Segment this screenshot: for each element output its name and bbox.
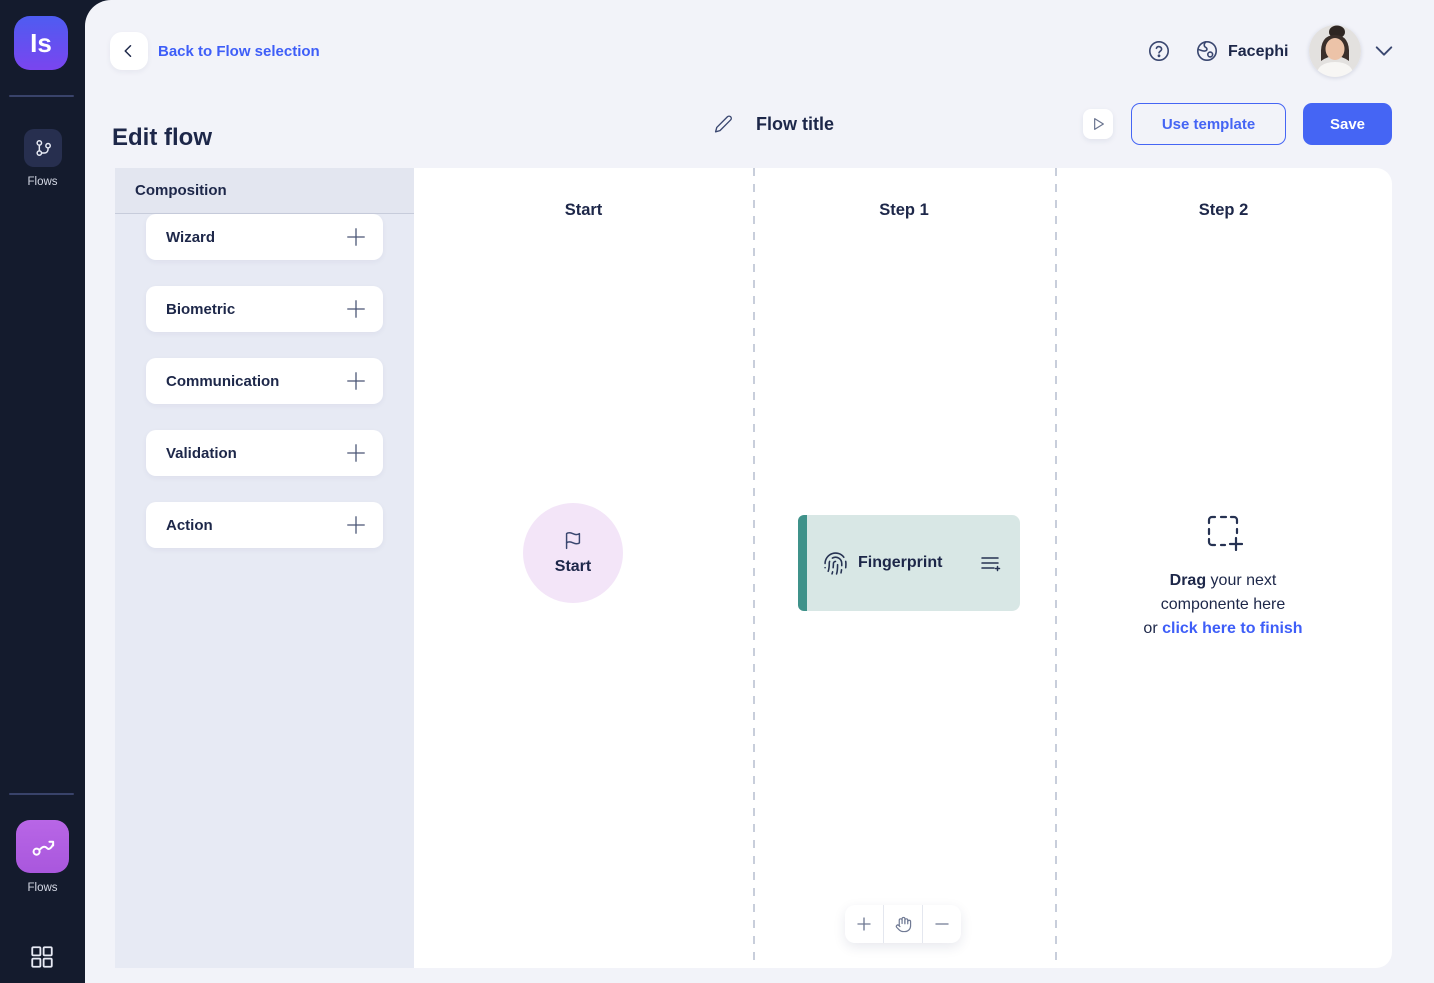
column-header-step2: Step 2	[1198, 201, 1249, 219]
play-button[interactable]	[1083, 109, 1113, 139]
column-header-start: Start	[564, 201, 603, 219]
plus-icon[interactable]	[345, 226, 367, 248]
sidebar: Is Flows	[0, 0, 85, 983]
zoom-out-icon	[935, 923, 949, 925]
plus-icon[interactable]	[345, 370, 367, 392]
account-caret-icon[interactable]	[1373, 42, 1395, 60]
flow-canvas[interactable]: Start Step 1 Step 2 Start	[414, 168, 1392, 968]
column-separator	[1055, 168, 1057, 968]
help-icon[interactable]	[1147, 39, 1171, 63]
pan-hand-icon	[895, 916, 911, 932]
play-icon	[1094, 118, 1104, 130]
flow-title[interactable]: Flow title	[756, 114, 834, 134]
user-avatar[interactable]	[1309, 25, 1361, 77]
node-accent-strip	[798, 515, 807, 611]
drop-target-icon	[1207, 515, 1243, 551]
sidebar-item-label: Flows	[27, 882, 58, 894]
sidebar-divider-bottom	[9, 793, 74, 795]
drop-instructions: Drag your next componente here or click …	[1143, 572, 1303, 637]
back-to-flow-selection-link[interactable]: Back to Flow selection	[158, 43, 320, 60]
plus-icon[interactable]	[345, 514, 367, 536]
edit-pencil-icon[interactable]	[714, 114, 733, 133]
save-button[interactable]: Save	[1303, 103, 1392, 145]
sidebar-item-flows[interactable]: Flows	[0, 129, 85, 188]
start-node[interactable]: Start	[523, 503, 623, 603]
zoom-in-icon	[857, 917, 871, 931]
drag-word: Drag	[1169, 572, 1207, 589]
composition-group-biometric[interactable]: Biometric	[146, 286, 383, 332]
fingerprint-node-label: Fingerprint	[858, 554, 943, 571]
start-node-label: Start	[554, 558, 592, 575]
composition-panel: Composition Wizard Biometric Communicati…	[115, 168, 414, 968]
sidebar-item-flows-active[interactable]: Flows	[0, 820, 85, 894]
flow-branch-icon	[23, 129, 62, 167]
pan-button[interactable]	[883, 905, 922, 943]
back-icon	[124, 45, 132, 57]
column-separator	[753, 168, 755, 968]
composition-group-action[interactable]: Action	[146, 502, 383, 548]
main-area: Back to Flow selection Facephi	[85, 0, 1434, 983]
composition-group-validation[interactable]: Validation	[146, 430, 383, 476]
zoom-out-button[interactable]	[922, 905, 961, 943]
sidebar-item-label: Flows	[27, 176, 58, 188]
drop-zone[interactable]: Drag your next componente here or click …	[1108, 511, 1338, 641]
page-title: Edit flow	[112, 124, 212, 151]
zoom-in-button[interactable]	[845, 905, 883, 943]
app-logo-text: Is	[30, 27, 52, 58]
flag-icon	[565, 532, 581, 550]
apps-grid-icon[interactable]	[29, 944, 55, 970]
account-name: Facephi	[1228, 43, 1289, 60]
canvas-zoom-toolbar	[845, 905, 961, 943]
list-plus-icon[interactable]	[978, 551, 1002, 575]
language-globe-icon[interactable]	[1195, 39, 1219, 63]
column-header-step1: Step 1	[879, 201, 929, 219]
fingerprint-icon	[824, 551, 847, 575]
plus-icon[interactable]	[345, 298, 367, 320]
plus-icon[interactable]	[345, 442, 367, 464]
fingerprint-node[interactable]: Fingerprint	[798, 515, 1020, 611]
app-logo[interactable]: Is	[14, 16, 68, 70]
back-button[interactable]	[110, 32, 148, 70]
sidebar-divider-top	[9, 95, 74, 97]
composition-group-wizard[interactable]: Wizard	[146, 214, 383, 260]
use-template-button[interactable]: Use template	[1131, 103, 1286, 145]
click-here-to-finish-link[interactable]: click here to finish	[1162, 620, 1303, 637]
flow-arrow-icon	[16, 820, 69, 873]
composition-group-communication[interactable]: Communication	[146, 358, 383, 404]
composition-header: Composition	[115, 168, 414, 214]
